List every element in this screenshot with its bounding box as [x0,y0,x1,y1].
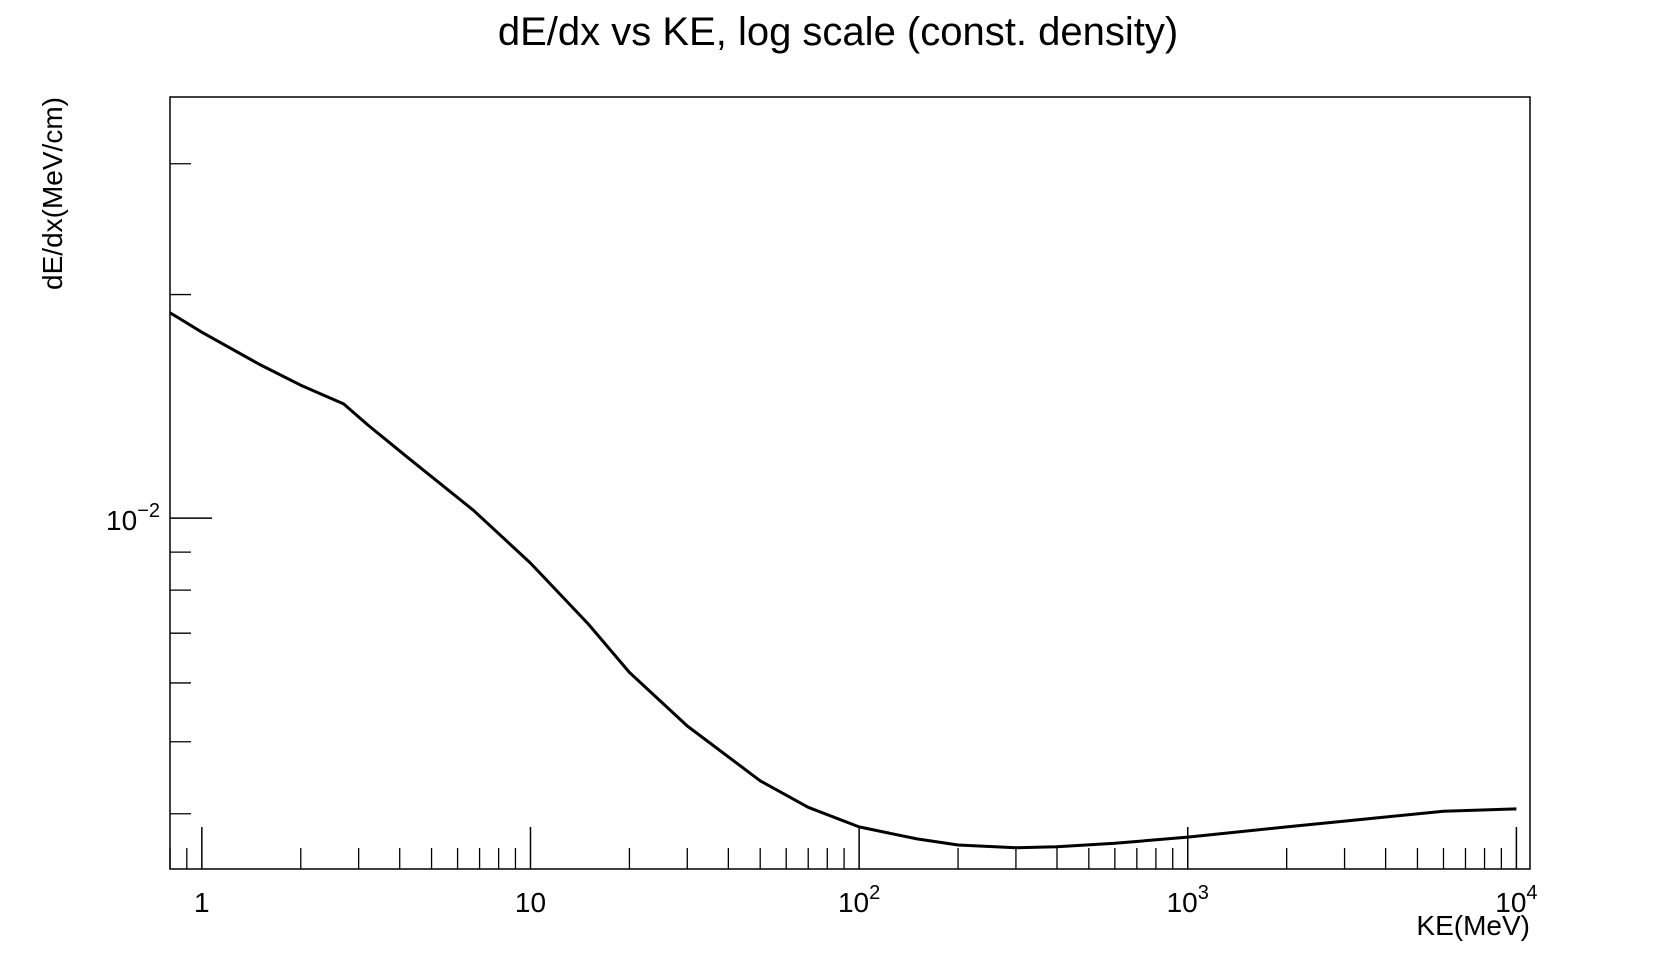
x-tick-label-exponent: 4 [1526,882,1537,904]
y-tick-label-base: 10 [106,505,137,536]
y-tick-label: 10−2 [106,500,160,536]
x-tick-label-base: 10 [1167,887,1198,918]
chart-title: dE/dx vs KE, log scale (const. density) [498,10,1178,54]
x-tick-label-base: 10 [838,887,869,918]
series-line [169,311,1517,850]
x-axis-label: KE(MeV) [1416,910,1530,941]
x-tick-label-base: 1 [194,887,210,918]
x-minor-ticks [169,848,1503,869]
plot-frame [169,96,1531,870]
y-minor-ticks [170,163,191,815]
x-tick-label: 104 [1495,882,1537,918]
y-tick-labels: 10−2 [106,500,160,536]
y-axis-label: dE/dx(MeV/cm) [37,97,68,290]
y-tick-label-exponent: −2 [137,500,160,522]
x-tick-label-exponent: 2 [869,882,880,904]
x-tick-labels: 1 10 102 103 104 [194,882,1537,918]
x-tick-label-base: 10 [1495,887,1526,918]
x-tick-label: 10 [515,887,546,918]
x-tick-label: 1 [194,887,210,918]
x-tick-label-exponent: 3 [1198,882,1209,904]
x-major-ticks [201,827,1518,869]
x-tick-label: 103 [1167,882,1209,918]
x-tick-label-base: 10 [515,887,546,918]
x-tick-label: 102 [838,882,880,918]
